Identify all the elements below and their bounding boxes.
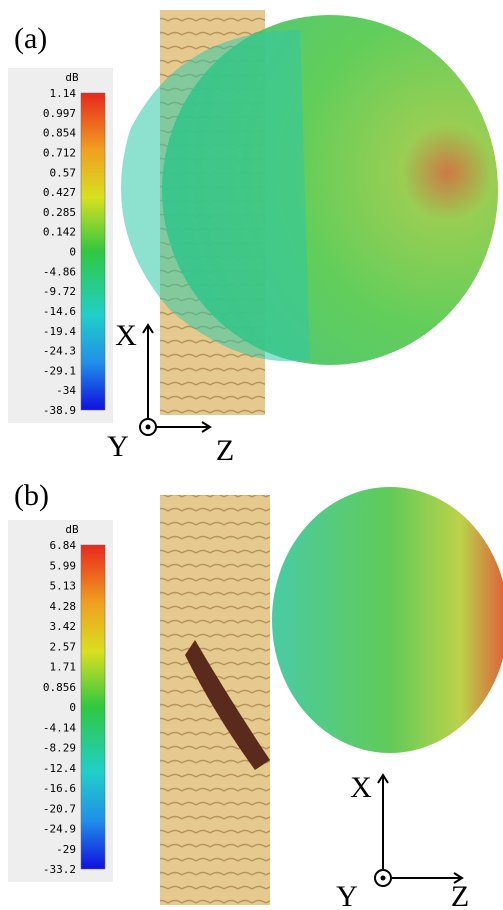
y-axis-label: Y xyxy=(107,430,129,463)
colorbar-tick-label: -29.1 xyxy=(43,364,76,377)
colorbar-unit: dB xyxy=(65,71,79,84)
colorbar-tick-label: 6.84 xyxy=(50,539,77,552)
radiation-pattern xyxy=(272,487,503,753)
colorbar-tick-label: 1.14 xyxy=(50,87,77,100)
colorbar-tick-label: 2.57 xyxy=(50,640,77,653)
panel-label: (b) xyxy=(14,479,49,512)
y-axis-label: Y xyxy=(336,880,358,910)
colorbar-tick-label: 0.997 xyxy=(43,107,76,120)
colorbar-tick-label: -19.4 xyxy=(43,325,76,338)
z-axis-label: Z xyxy=(216,434,234,467)
tissue-mark xyxy=(185,640,270,770)
colorbar-tick-label: -12.4 xyxy=(43,762,76,775)
colorbar-tick-label: -38.9 xyxy=(43,404,76,417)
colorbar xyxy=(80,92,106,411)
colorbar-tick-label: 0.712 xyxy=(43,146,76,159)
colorbar-tick-label: 0.57 xyxy=(50,166,77,179)
y-axis-dot xyxy=(145,424,151,430)
colorbar-tick-label: -20.7 xyxy=(43,802,76,815)
colorbar-tick-label: 5.99 xyxy=(50,559,77,572)
panel: (a) dB 1.14 0.997 0.854 0.712 0.57 0.427 0.285 0.… xyxy=(8,10,498,467)
colorbar-tick-label: 1.71 xyxy=(50,661,77,674)
colorbar-unit: dB xyxy=(65,523,79,536)
back-lobe xyxy=(121,30,310,362)
colorbar-tick-label: 3.42 xyxy=(50,620,77,633)
colorbar-tick-label: 4.28 xyxy=(50,600,77,613)
colorbar-tick-label: -33.2 xyxy=(43,863,76,876)
colorbar-tick-label: -4.86 xyxy=(43,265,76,278)
colorbar-tick-label: 0.856 xyxy=(43,681,76,694)
panel: (b) dB 6.84 5.99 5.13 4.28 3.42 2.57 1.71 0.856 0 -… xyxy=(8,479,503,910)
colorbar-tick-label: -34 xyxy=(56,384,76,397)
z-arrowhead xyxy=(201,421,212,433)
colorbar-tick-label: -4.14 xyxy=(43,721,76,734)
colorbar xyxy=(80,544,106,870)
colorbar-tick-label: -29 xyxy=(56,843,76,856)
colorbar-tick-label: 0.285 xyxy=(43,206,76,219)
colorbar-tick-label: 0.427 xyxy=(43,186,76,199)
x-arrowhead xyxy=(142,323,154,334)
colorbar-tick-label: -8.29 xyxy=(43,742,76,755)
colorbar-tick-label: 5.13 xyxy=(50,580,77,593)
panels: (a) dB 1.14 0.997 0.854 0.712 0.57 0.427 0.285 0.… xyxy=(8,10,503,910)
colorbar-tick-label: -16.6 xyxy=(43,782,76,795)
y-axis-dot xyxy=(380,875,386,881)
colorbar-tick-label: 0.142 xyxy=(43,226,76,239)
panel-label: (a) xyxy=(14,22,47,55)
x-axis-label: X xyxy=(350,771,372,804)
colorbar-tick-label: 0 xyxy=(69,701,76,714)
x-axis-label: X xyxy=(115,319,137,352)
x-arrowhead xyxy=(377,773,389,784)
z-axis-label: Z xyxy=(451,880,469,910)
colorbar-tick-label: -9.72 xyxy=(43,285,76,298)
colorbar-tick-label: 0.854 xyxy=(43,127,76,140)
z-arrowhead xyxy=(453,872,464,884)
colorbar-tick-label: -14.6 xyxy=(43,305,76,318)
colorbar-tick-label: -24.9 xyxy=(43,823,76,836)
colorbar-tick-label: 0 xyxy=(69,246,76,259)
colorbar-tick-label: -24.3 xyxy=(43,345,76,358)
